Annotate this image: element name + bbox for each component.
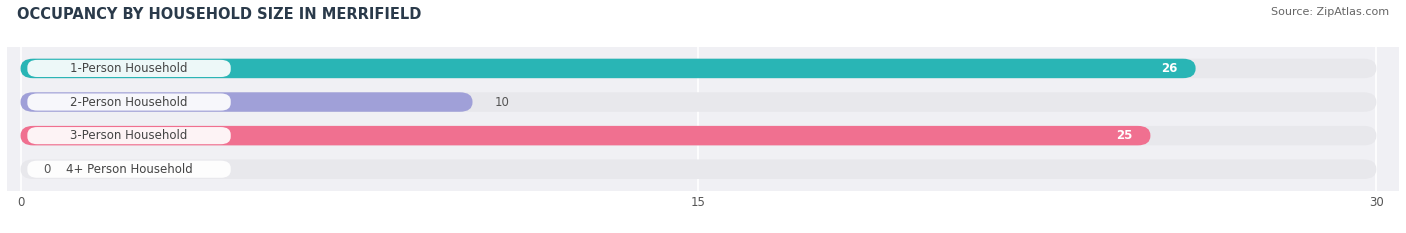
FancyBboxPatch shape <box>21 92 1376 112</box>
FancyBboxPatch shape <box>21 126 1376 145</box>
Text: 3-Person Household: 3-Person Household <box>70 129 188 142</box>
Text: 4+ Person Household: 4+ Person Household <box>66 163 193 176</box>
FancyBboxPatch shape <box>21 92 472 112</box>
Text: OCCUPANCY BY HOUSEHOLD SIZE IN MERRIFIELD: OCCUPANCY BY HOUSEHOLD SIZE IN MERRIFIEL… <box>17 7 422 22</box>
Text: Source: ZipAtlas.com: Source: ZipAtlas.com <box>1271 7 1389 17</box>
FancyBboxPatch shape <box>27 60 231 77</box>
FancyBboxPatch shape <box>21 59 1195 78</box>
Text: 25: 25 <box>1116 129 1132 142</box>
FancyBboxPatch shape <box>27 93 231 111</box>
FancyBboxPatch shape <box>27 127 231 144</box>
Text: 26: 26 <box>1161 62 1177 75</box>
Text: 0: 0 <box>44 163 51 176</box>
Text: 1-Person Household: 1-Person Household <box>70 62 188 75</box>
FancyBboxPatch shape <box>21 126 1150 145</box>
Text: 10: 10 <box>495 96 510 109</box>
FancyBboxPatch shape <box>21 159 1376 179</box>
Text: 2-Person Household: 2-Person Household <box>70 96 188 109</box>
FancyBboxPatch shape <box>27 161 231 178</box>
FancyBboxPatch shape <box>21 59 1376 78</box>
